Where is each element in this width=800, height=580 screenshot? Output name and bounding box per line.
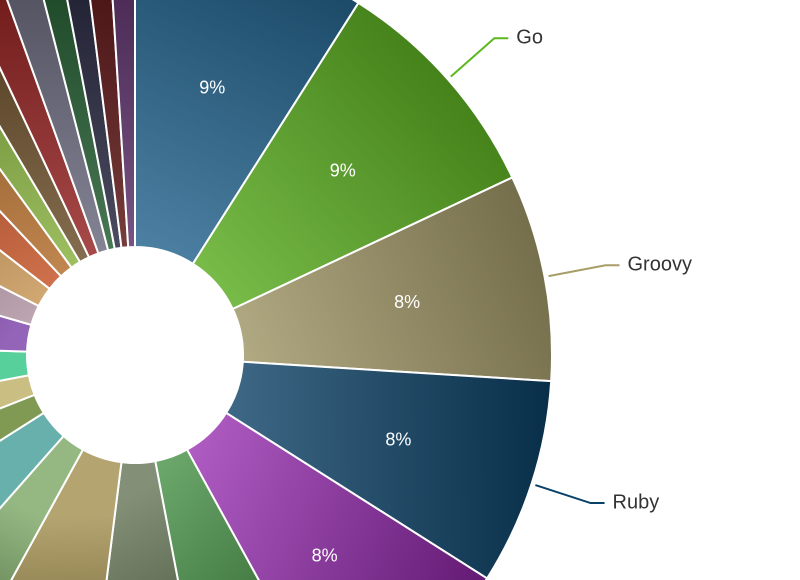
slice — [154, 448, 260, 580]
category-label: Go — [516, 27, 543, 49]
connector — [535, 484, 605, 505]
slice — [191, 1, 514, 311]
slice — [0, 374, 36, 410]
slice — [224, 360, 553, 580]
slice — [0, 411, 65, 510]
slice — [0, 314, 33, 353]
slice — [105, 459, 179, 580]
data-label: 9% — [330, 161, 356, 181]
slice — [185, 411, 489, 580]
slice — [10, 448, 123, 580]
connector — [548, 264, 620, 278]
connector — [450, 37, 509, 78]
data-label: 8% — [385, 429, 411, 449]
slice — [111, 0, 136, 249]
data-label: 8% — [312, 546, 338, 566]
slice — [0, 393, 46, 442]
data-label: 8% — [394, 292, 420, 312]
slice — [0, 434, 85, 580]
slice — [0, 285, 41, 327]
category-label: Ruby — [613, 491, 660, 513]
slice — [0, 349, 31, 382]
category-label: Groovy — [628, 254, 692, 276]
slice — [0, 249, 52, 308]
slice — [134, 0, 360, 266]
slice — [231, 176, 553, 383]
data-label: 9% — [199, 78, 225, 98]
